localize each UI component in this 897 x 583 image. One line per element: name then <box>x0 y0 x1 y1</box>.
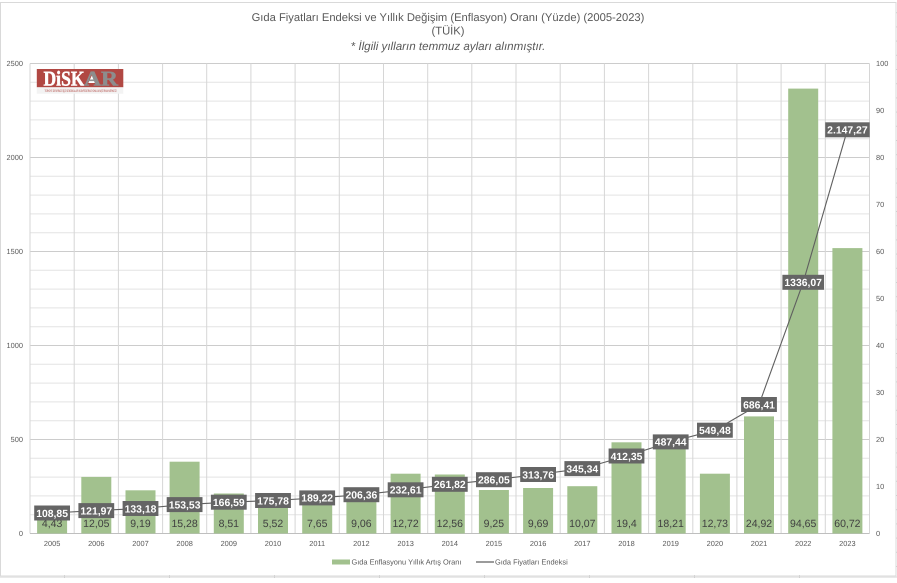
svg-text:5,52: 5,52 <box>263 518 284 530</box>
svg-text:313,76: 313,76 <box>522 470 554 481</box>
svg-text:19,4: 19,4 <box>616 518 637 530</box>
svg-text:500: 500 <box>11 435 23 444</box>
svg-text:2011: 2011 <box>309 539 325 548</box>
svg-text:10: 10 <box>876 482 884 491</box>
svg-text:Gıda Enflasyonu Yıllık Artış O: Gıda Enflasyonu Yıllık Artış Oranı <box>352 557 462 566</box>
svg-text:9,25: 9,25 <box>484 518 505 530</box>
svg-text:TÜRKİYE DEVRİMCİ İŞÇİ SENDİKAL: TÜRKİYE DEVRİMCİ İŞÇİ SENDİKALARI KONFED… <box>45 89 117 93</box>
svg-text:12,73: 12,73 <box>702 518 728 530</box>
svg-text:AR: AR <box>84 67 119 91</box>
svg-text:DiSK: DiSK <box>44 67 86 91</box>
svg-text:206,36: 206,36 <box>346 491 378 502</box>
svg-text:50: 50 <box>876 294 884 303</box>
svg-text:1500: 1500 <box>7 247 23 256</box>
svg-text:2018: 2018 <box>618 539 634 548</box>
svg-text:2000: 2000 <box>7 153 23 162</box>
svg-text:7,65: 7,65 <box>307 518 328 530</box>
svg-text:Gıda Fiyatları Endeksi ve Yıll: Gıda Fiyatları Endeksi ve Yıllık Değişim… <box>252 12 645 24</box>
svg-text:2010: 2010 <box>265 539 281 548</box>
svg-text:12,56: 12,56 <box>437 518 463 530</box>
svg-text:412,35: 412,35 <box>611 452 643 463</box>
svg-text:2015: 2015 <box>486 539 502 548</box>
svg-text:1000: 1000 <box>7 341 23 350</box>
svg-text:686,41: 686,41 <box>743 400 775 411</box>
svg-text:487,44: 487,44 <box>655 438 687 449</box>
svg-text:2008: 2008 <box>176 539 192 548</box>
svg-text:2022: 2022 <box>795 539 811 548</box>
svg-text:80: 80 <box>876 153 884 162</box>
svg-text:2.147,27: 2.147,27 <box>827 126 868 137</box>
svg-text:133,18: 133,18 <box>125 504 157 515</box>
svg-text:2021: 2021 <box>751 539 767 548</box>
svg-text:2006: 2006 <box>88 539 104 548</box>
svg-text:15,28: 15,28 <box>171 518 197 530</box>
svg-text:2005: 2005 <box>44 539 60 548</box>
svg-text:9,19: 9,19 <box>130 518 151 530</box>
svg-text:0: 0 <box>876 529 880 538</box>
svg-text:2009: 2009 <box>221 539 237 548</box>
svg-text:40: 40 <box>876 341 884 350</box>
svg-text:20: 20 <box>876 435 884 444</box>
svg-text:345,34: 345,34 <box>566 464 598 475</box>
svg-text:121,97: 121,97 <box>80 506 112 517</box>
svg-text:18,21: 18,21 <box>658 518 684 530</box>
svg-text:2500: 2500 <box>7 59 23 68</box>
svg-text:* İlgili yılların temmuz aylar: * İlgili yılların temmuz ayları alınmışt… <box>351 40 546 53</box>
svg-text:10,07: 10,07 <box>569 518 595 530</box>
svg-text:(TÜİK): (TÜİK) <box>432 24 465 37</box>
svg-text:90: 90 <box>876 106 884 115</box>
svg-text:2013: 2013 <box>397 539 413 548</box>
svg-text:8,51: 8,51 <box>219 518 240 530</box>
svg-text:166,59: 166,59 <box>213 498 245 509</box>
svg-text:1336,07: 1336,07 <box>784 278 822 289</box>
svg-text:30: 30 <box>876 388 884 397</box>
svg-text:Gıda Fiyatları Endeksi: Gıda Fiyatları Endeksi <box>495 557 568 566</box>
svg-text:100: 100 <box>876 59 888 68</box>
svg-text:12,72: 12,72 <box>392 518 418 530</box>
svg-text:232,61: 232,61 <box>390 486 422 497</box>
svg-text:261,82: 261,82 <box>434 480 466 491</box>
svg-text:108,85: 108,85 <box>36 509 68 520</box>
svg-text:2012: 2012 <box>353 539 369 548</box>
svg-text:60,72: 60,72 <box>834 518 860 530</box>
svg-text:2023: 2023 <box>839 539 855 548</box>
svg-text:12,05: 12,05 <box>83 518 109 530</box>
svg-text:60: 60 <box>876 247 884 256</box>
svg-text:0: 0 <box>19 529 23 538</box>
svg-text:24,92: 24,92 <box>746 518 772 530</box>
svg-text:153,53: 153,53 <box>169 500 201 511</box>
svg-text:2014: 2014 <box>442 539 458 548</box>
svg-text:286,05: 286,05 <box>478 476 510 487</box>
svg-text:2020: 2020 <box>707 539 723 548</box>
svg-text:189,22: 189,22 <box>301 494 333 505</box>
svg-text:2016: 2016 <box>530 539 546 548</box>
svg-text:2007: 2007 <box>132 539 148 548</box>
svg-text:70: 70 <box>876 200 884 209</box>
svg-text:94,65: 94,65 <box>790 518 816 530</box>
svg-text:2019: 2019 <box>662 539 678 548</box>
svg-text:2017: 2017 <box>574 539 590 548</box>
svg-text:549,48: 549,48 <box>699 426 731 437</box>
svg-text:9,69: 9,69 <box>528 518 549 530</box>
svg-text:175,78: 175,78 <box>257 496 289 507</box>
svg-text:9,06: 9,06 <box>351 518 372 530</box>
